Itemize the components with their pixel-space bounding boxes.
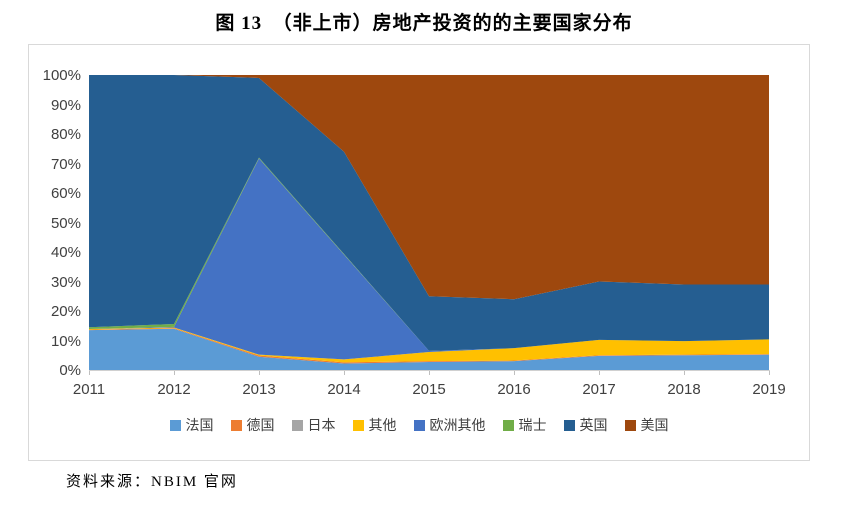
legend-label: 美国 [640,419,669,434]
y-tick-label: 80% [50,126,81,143]
legend-label: 法国 [185,419,214,434]
y-tick-label: 30% [50,273,81,291]
chart-title: 图 13 （非上市）房地产投资的的主要国家分布 [215,13,633,34]
legend-label: 欧洲其他 [429,419,486,434]
y-tick-label: 50% [50,214,81,232]
legend-label: 德国 [246,419,275,434]
legend-item: 其他 [352,415,397,435]
legend-item: 欧洲其他 [413,415,486,435]
x-tick [599,371,600,375]
legend-swatch-icon [502,419,514,431]
legend-swatch-icon [624,419,636,431]
area-series-美国 [89,75,769,300]
x-tick-label: 2011 [72,381,106,398]
x-tick-label: 2019 [752,381,786,398]
x-tick-label: 2018 [667,381,701,398]
x-tick-label: 2015 [412,381,446,398]
legend-swatch-icon [563,419,575,431]
legend-item: 日本 [291,415,336,435]
y-tick-label: 100% [42,67,81,84]
y-tick-label: 70% [50,155,81,173]
legend-item: 瑞士 [502,415,547,435]
legend-swatch-icon [169,419,181,431]
x-tick [344,371,345,375]
area-series-欧洲其他 [89,158,769,360]
legend-swatch-icon [230,419,242,431]
legend-label: 日本 [307,419,336,434]
x-tick [89,371,90,375]
area-series-法国 [89,328,769,370]
legend-swatch-icon [291,419,303,431]
y-tick-label: 0% [59,362,81,379]
x-tick [514,371,515,375]
legend: 法国 德国 日本 其他 欧洲其他 瑞士 英国 美国 [29,415,809,435]
x-tick [429,371,430,375]
legend-label: 瑞士 [518,419,547,434]
y-tick-label: 10% [50,332,81,350]
y-tick-label: 20% [50,303,81,320]
x-tick-label: 2012 [157,381,191,398]
x-tick [259,371,260,375]
chart-container: 0% 10% 20% 30% 40% 50% 60% 70% 80% 90% 100% 2011 20… [28,44,810,461]
legend-swatch-icon [413,419,425,431]
x-tick-label: 2013 [242,381,276,398]
y-tick-label: 60% [50,185,81,202]
area-series-英国 [89,75,769,351]
legend-item: 美国 [624,415,669,435]
legend-item: 法国 [169,415,214,435]
area-series-其他 [89,327,769,363]
legend-item: 英国 [563,415,608,435]
x-tick [684,371,685,375]
x-tick-label: 2016 [497,381,531,398]
y-tick-label: 40% [50,244,81,261]
x-axis-line [89,370,770,371]
legend-label: 其他 [368,419,397,434]
legend-label: 英国 [579,419,608,434]
legend-item: 德国 [230,415,275,435]
y-tick-label: 90% [50,96,81,114]
stacked-area-plot [89,75,769,370]
x-tick [174,371,175,375]
source-note: 资料来源：NBIM 官网 [66,474,238,490]
x-tick-label: 2017 [582,381,616,398]
x-tick-label: 2014 [327,381,361,398]
legend-swatch-icon [352,419,364,431]
x-tick [769,371,770,375]
